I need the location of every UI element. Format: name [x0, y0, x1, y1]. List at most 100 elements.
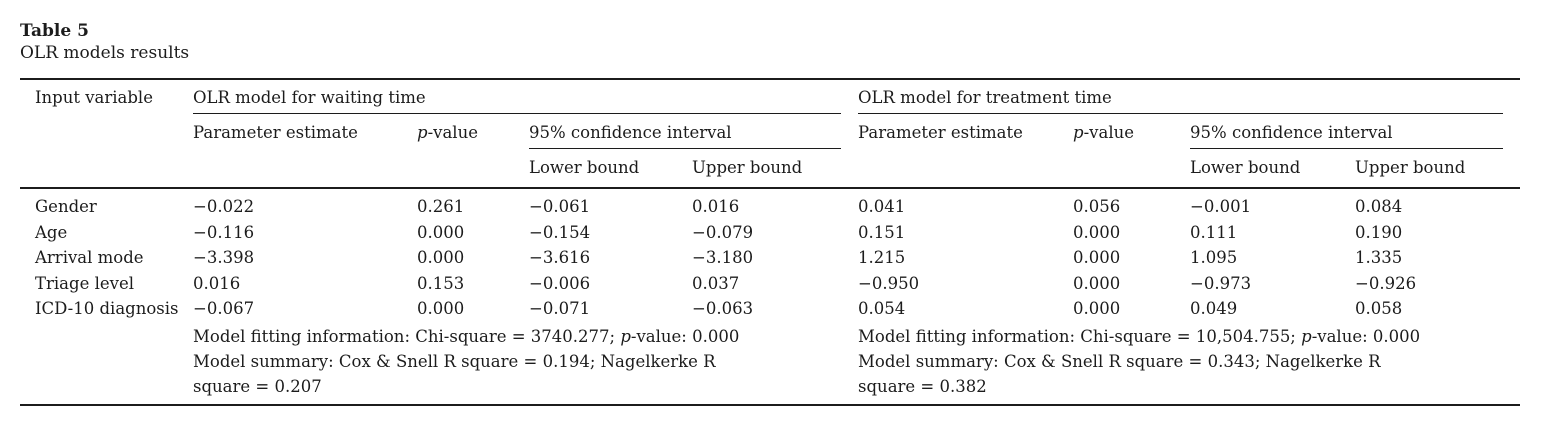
cell-waiting-pvalue: 0.000 — [417, 248, 465, 267]
group-header-row: Input variable OLR model for waiting tim… — [20, 78, 1521, 114]
sub-header-row: Parameter estimate p-value 95% confidenc… — [20, 114, 1520, 149]
col-header-waiting-pvalue: p-value — [417, 114, 529, 149]
col-header-treatment-ci-label: 95% confidence interval — [1190, 123, 1504, 149]
cell-treatment-lower: 1.095 — [1190, 248, 1238, 267]
cell-variable: Triage level — [35, 273, 134, 293]
p-suffix: -value — [1083, 123, 1134, 142]
table-row-age: Age −0.116 0.000 −0.154 −0.079 0.151 0.0… — [20, 220, 1520, 246]
table-row-gender: Gender −0.022 0.261 −0.061 0.016 0.041 0… — [20, 188, 1520, 220]
table-body: Gender −0.022 0.261 −0.061 0.016 0.041 0… — [20, 188, 1521, 406]
cell-treatment-lower: 0.049 — [1190, 299, 1238, 318]
group-header-treatment-label: OLR model for treatment time — [858, 88, 1504, 114]
fitting-text: Model fitting information: Chi-square = … — [858, 326, 1302, 346]
table-row-icd10-diagnosis: ICD-10 diagnosis −0.067 0.000 −0.071 −0.… — [20, 296, 1520, 322]
cell-treatment-param: 0.054 — [858, 299, 906, 318]
cell-variable: Gender — [35, 197, 97, 216]
cell-waiting-pvalue: 0.153 — [417, 273, 465, 293]
table-container: Table 5 OLR models results Input variabl… — [20, 20, 1544, 406]
cell-treatment-upper: 0.190 — [1355, 222, 1403, 242]
cell-waiting-upper: −0.079 — [692, 222, 754, 242]
cell-treatment-pvalue: 0.000 — [1073, 273, 1121, 293]
model-stats-waiting: Model fitting information: Chi-square = … — [193, 321, 859, 406]
spacer-cell — [858, 149, 1074, 189]
cell-treatment-lower: −0.001 — [1190, 197, 1252, 216]
model-stats-treatment: Model fitting information: Chi-square = … — [858, 321, 1521, 406]
table-row-triage-level: Triage level 0.016 0.153 −0.006 0.037 −0… — [20, 271, 1520, 297]
cell-waiting-pvalue: 0.000 — [417, 222, 465, 242]
spacer-cell — [20, 149, 193, 189]
group-header-treatment: OLR model for treatment time — [858, 78, 1521, 114]
cell-waiting-pvalue: 0.000 — [417, 299, 465, 318]
cell-waiting-param: −0.067 — [193, 299, 255, 318]
cell-treatment-upper: 0.084 — [1355, 197, 1403, 216]
cell-treatment-upper: −0.926 — [1355, 273, 1417, 293]
col-header-treatment-ci: 95% confidence interval — [1190, 114, 1520, 149]
cell-waiting-param: −0.022 — [193, 197, 255, 216]
cell-variable: ICD-10 diagnosis — [35, 299, 179, 318]
cell-waiting-upper: −3.180 — [692, 248, 754, 267]
cell-waiting-pvalue: 0.261 — [417, 197, 465, 216]
cell-waiting-upper: 0.037 — [692, 273, 740, 293]
cell-treatment-pvalue: 0.000 — [1073, 248, 1121, 267]
cell-variable: Arrival mode — [35, 248, 144, 267]
cell-treatment-param: −0.950 — [858, 273, 920, 293]
table-row-arrival-mode: Arrival mode −3.398 0.000 −3.616 −3.180 … — [20, 245, 1520, 271]
table-header: Input variable OLR model for waiting tim… — [20, 78, 1521, 189]
model-summary-treatment-line2: square = 0.382 — [858, 376, 987, 396]
col-header-treatment-param: Parameter estimate — [858, 123, 1023, 142]
group-header-waiting-label: OLR model for waiting time — [193, 88, 842, 114]
cell-treatment-pvalue: 0.000 — [1073, 299, 1121, 318]
col-header-treatment-pvalue: p-value — [1073, 114, 1190, 149]
p-italic: p — [620, 326, 631, 346]
fitting-text: -value: 0.000 — [630, 326, 740, 346]
cell-treatment-param: 0.041 — [858, 197, 906, 216]
cell-variable: Age — [35, 222, 68, 242]
bound-header-row: Lower bound Upper bound Lower bound Uppe… — [20, 149, 1521, 189]
cell-waiting-upper: 0.016 — [692, 197, 740, 216]
cell-waiting-param: −0.116 — [193, 222, 255, 242]
col-header-treatment-lower: Lower bound — [1190, 149, 1356, 189]
cell-waiting-lower: −3.616 — [529, 248, 591, 267]
p-italic: p — [417, 123, 428, 142]
spacer-cell — [417, 149, 529, 189]
model-fitting-waiting: Model fitting information: Chi-square = … — [193, 324, 858, 349]
cell-waiting-param: −3.398 — [193, 248, 255, 267]
col-header-treatment-upper: Upper bound — [1355, 149, 1521, 189]
cell-treatment-param: 1.215 — [858, 248, 906, 267]
cell-treatment-upper: 0.058 — [1355, 299, 1403, 318]
cell-treatment-pvalue: 0.056 — [1073, 197, 1121, 216]
col-header-input-variable: Input variable — [20, 78, 193, 114]
col-header-waiting-upper: Upper bound — [692, 149, 859, 189]
p-suffix: -value — [427, 123, 478, 142]
col-header-waiting-ci: 95% confidence interval — [529, 114, 858, 149]
table-title: Table 5 — [20, 21, 89, 41]
p-italic: p — [1301, 326, 1312, 346]
cell-treatment-param: 0.151 — [858, 222, 906, 242]
model-summary-treatment-line1: Model summary: Cox & Snell R square = 0.… — [858, 351, 1381, 371]
spacer-cell — [1073, 149, 1191, 189]
model-fitting-treatment: Model fitting information: Chi-square = … — [858, 324, 1520, 349]
spacer-cell — [20, 114, 193, 149]
spacer-cell — [193, 149, 417, 189]
cell-waiting-lower: −0.154 — [529, 222, 591, 242]
table-subtitle: OLR models results — [20, 43, 190, 63]
model-summary-waiting-line2: square = 0.207 — [193, 376, 322, 396]
col-header-waiting-lower: Lower bound — [529, 149, 692, 189]
p-italic: p — [1073, 123, 1084, 142]
cell-waiting-lower: −0.071 — [529, 299, 591, 318]
cell-waiting-lower: −0.006 — [529, 273, 591, 293]
cell-waiting-upper: −0.063 — [692, 299, 754, 318]
cell-waiting-param: 0.016 — [193, 273, 241, 293]
table-caption: Table 5 OLR models results — [20, 20, 1544, 64]
cell-treatment-lower: 0.111 — [1190, 222, 1238, 242]
results-table: Input variable OLR model for waiting tim… — [20, 78, 1521, 406]
spacer-cell — [20, 321, 193, 406]
col-header-waiting-ci-label: 95% confidence interval — [529, 123, 842, 149]
fitting-text: -value: 0.000 — [1311, 326, 1421, 346]
model-summary-waiting-line1: Model summary: Cox & Snell R square = 0.… — [193, 351, 716, 371]
cell-treatment-pvalue: 0.000 — [1073, 222, 1121, 242]
cell-waiting-lower: −0.061 — [529, 197, 591, 216]
model-stats-row: Model fitting information: Chi-square = … — [20, 321, 1521, 406]
cell-treatment-lower: −0.973 — [1190, 273, 1252, 293]
